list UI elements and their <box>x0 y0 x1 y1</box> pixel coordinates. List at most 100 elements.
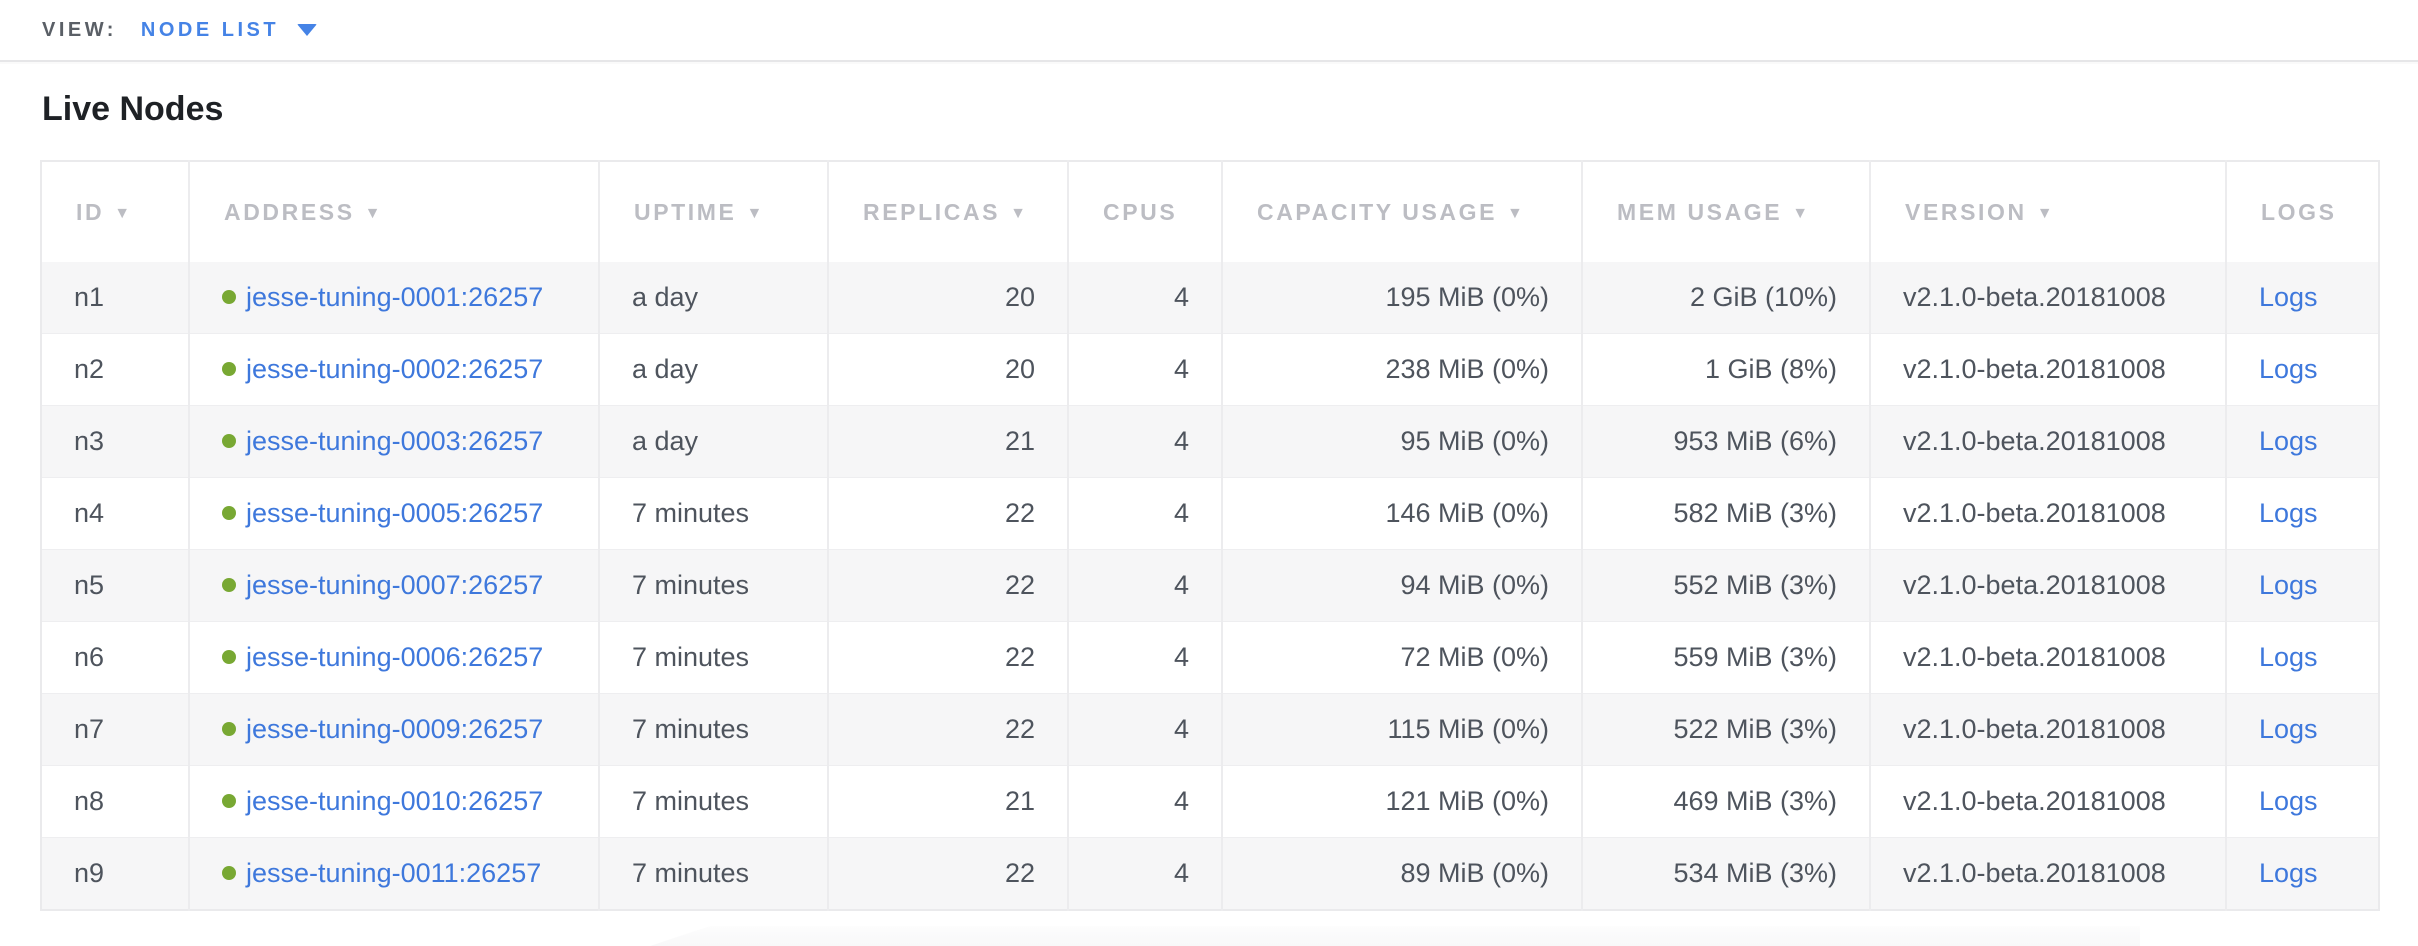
cell-cpus: 4 <box>1067 621 1222 694</box>
node-address-link[interactable]: jesse-tuning-0009:26257 <box>246 714 544 744</box>
table-row: n8 jesse-tuning-0010:26257 7 minutes 21 4 121… <box>41 765 2379 838</box>
table-row: n3 jesse-tuning-0003:26257 a day 21 4 95 MiB … <box>41 405 2379 478</box>
column-header-uptime[interactable]: UPTIME ▼ <box>598 161 828 262</box>
sort-desc-arrow-icon: ▼ <box>1010 204 1029 222</box>
cell-mem-usage: 534 MiB (3%) <box>1581 837 1870 910</box>
cell-cpus: 4 <box>1067 477 1222 550</box>
cell-capacity-usage: 238 MiB (0%) <box>1221 333 1582 406</box>
logs-link[interactable]: Logs <box>2259 714 2318 744</box>
cell-id: n2 <box>41 333 189 406</box>
cell-id: n1 <box>74 282 105 312</box>
cell-capacity-usage: 94 MiB (0%) <box>1221 549 1582 622</box>
logs-link[interactable]: Logs <box>2259 282 2318 312</box>
cell-capacity-usage: 195 MiB (0%) <box>1221 262 1582 334</box>
column-header-mem-usage[interactable]: MEM USAGE ▼ <box>1581 161 1870 262</box>
node-address-link[interactable]: jesse-tuning-0010:26257 <box>246 786 544 816</box>
sort-desc-arrow-icon: ▼ <box>746 204 765 222</box>
cell-id: n3 <box>41 405 189 478</box>
column-header-logs: LOGS <box>2225 161 2379 262</box>
table-row: n5 jesse-tuning-0007:26257 7 minutes 22 4 94 … <box>41 549 2379 622</box>
node-address-link[interactable]: jesse-tuning-0005:26257 <box>246 498 544 528</box>
table-row: n7 jesse-tuning-0009:26257 7 minutes 22 4 115… <box>41 693 2379 766</box>
cell-logs: Logs <box>2225 693 2379 766</box>
chevron-down-icon <box>297 24 318 36</box>
cell-logs: Logs <box>2225 405 2379 478</box>
cell-replicas: 20 <box>827 262 1068 334</box>
cell-replicas: 20 <box>827 333 1068 406</box>
sort-desc-arrow-icon: ▼ <box>2036 204 2056 222</box>
cell-mem-usage: 582 MiB (3%) <box>1581 477 1870 550</box>
cell-address: jesse-tuning-0009:26257 <box>188 693 599 766</box>
table-row: n4 jesse-tuning-0005:26257 7 minutes 22 4 146… <box>41 477 2379 550</box>
node-live-status-icon <box>222 577 236 592</box>
column-header-label: UPTIME <box>634 198 737 225</box>
table-row: n6 jesse-tuning-0006:26257 7 minutes 22 4 72 … <box>41 621 2379 694</box>
logs-link[interactable]: Logs <box>2259 498 2318 528</box>
cell-cpus: 4 <box>1067 693 1222 766</box>
cell-version: v2.1.0-beta.20181008 <box>1869 405 2226 478</box>
cell-mem-usage: 953 MiB (6%) <box>1581 405 1870 478</box>
cell-version: v2.1.0-beta.20181008 <box>1869 837 2226 910</box>
sort-desc-arrow-icon: ▼ <box>1792 204 1811 222</box>
cell-replicas: 22 <box>827 549 1068 622</box>
logs-link[interactable]: Logs <box>2259 354 2318 384</box>
cell-mem-usage: 1 GiB (8%) <box>1581 333 1870 406</box>
page-title: Live Nodes <box>42 90 224 128</box>
next-section-edge <box>650 926 2140 946</box>
column-header-capacity-usage[interactable]: CAPACITY USAGE ▼ <box>1221 161 1582 262</box>
sort-desc-arrow-icon: ▼ <box>1507 204 1526 222</box>
node-live-status-icon <box>222 865 236 880</box>
cell-mem-usage: 469 MiB (3%) <box>1581 765 1870 838</box>
node-address-link[interactable]: jesse-tuning-0007:26257 <box>246 570 544 600</box>
node-live-status-icon <box>222 505 236 520</box>
cell-capacity-usage: 115 MiB (0%) <box>1221 693 1582 766</box>
column-header-label: VERSION <box>1905 198 2027 225</box>
table-header-row: ID ▼ ADDRESS ▼ UPTIME ▼ REPLICAS ▼ CPUS CAPACITY … <box>41 161 2379 262</box>
cell-id: n8 <box>41 765 189 838</box>
cell-address: jesse-tuning-0002:26257 <box>188 333 599 406</box>
column-header-replicas[interactable]: REPLICAS ▼ <box>827 161 1068 262</box>
cell-version: v2.1.0-beta.20181008 <box>1869 262 2226 334</box>
node-address-link[interactable]: jesse-tuning-0003:26257 <box>246 426 544 456</box>
view-dropdown[interactable]: NODE LIST <box>141 19 318 42</box>
cell-uptime: 7 minutes <box>598 549 828 622</box>
column-header-address[interactable]: ADDRESS ▼ <box>188 161 599 262</box>
cell-uptime: 7 minutes <box>598 477 828 550</box>
cell-address: jesse-tuning-0006:26257 <box>188 621 599 694</box>
node-live-status-icon <box>222 649 236 664</box>
cell-address: jesse-tuning-0007:26257 <box>188 549 599 622</box>
cell-version: v2.1.0-beta.20181008 <box>1869 693 2226 766</box>
cell-address: jesse-tuning-0003:26257 <box>188 405 599 478</box>
cell-logs: Logs <box>2225 262 2379 334</box>
cell-capacity-usage: 72 MiB (0%) <box>1221 621 1582 694</box>
cell-address: jesse-tuning-0001:26257 <box>188 262 599 334</box>
logs-link[interactable]: Logs <box>2259 642 2318 672</box>
logs-link[interactable]: Logs <box>2259 570 2318 600</box>
logs-link[interactable]: Logs <box>2259 858 2318 888</box>
node-address-link[interactable]: jesse-tuning-0011:26257 <box>246 858 542 888</box>
column-header-version[interactable]: VERSION ▼ <box>1869 161 2226 262</box>
cell-version: v2.1.0-beta.20181008 <box>1869 333 2226 406</box>
cell-id: n7 <box>41 693 189 766</box>
cell-mem-usage: 552 MiB (3%) <box>1581 549 1870 622</box>
cell-id: n4 <box>41 477 189 550</box>
cell-uptime: a day <box>598 262 828 334</box>
column-header-label: ID <box>76 198 105 225</box>
cell-capacity-usage: 95 MiB (0%) <box>1221 405 1582 478</box>
cell-logs: Logs <box>2225 837 2379 910</box>
sort-desc-arrow-icon: ▼ <box>114 204 133 222</box>
cell-cpus: 4 <box>1067 837 1222 910</box>
node-address-link[interactable]: jesse-tuning-0006:26257 <box>246 642 544 672</box>
view-subnav: VIEW: NODE LIST <box>0 0 2418 62</box>
logs-link[interactable]: Logs <box>2259 786 2318 816</box>
node-address-link[interactable]: jesse-tuning-0002:26257 <box>246 354 544 384</box>
cell-replicas: 21 <box>827 405 1068 478</box>
logs-link[interactable]: Logs <box>2259 426 2318 456</box>
cell-capacity-usage: 89 MiB (0%) <box>1221 837 1582 910</box>
node-address-link[interactable]: jesse-tuning-0001:26257 <box>246 282 544 312</box>
column-header-id[interactable]: ID ▼ <box>41 161 189 262</box>
cell-replicas: 22 <box>827 693 1068 766</box>
cell-logs: Logs <box>2225 621 2379 694</box>
cell-cpus: 4 <box>1067 262 1222 334</box>
cell-mem-usage: 559 MiB (3%) <box>1581 621 1870 694</box>
